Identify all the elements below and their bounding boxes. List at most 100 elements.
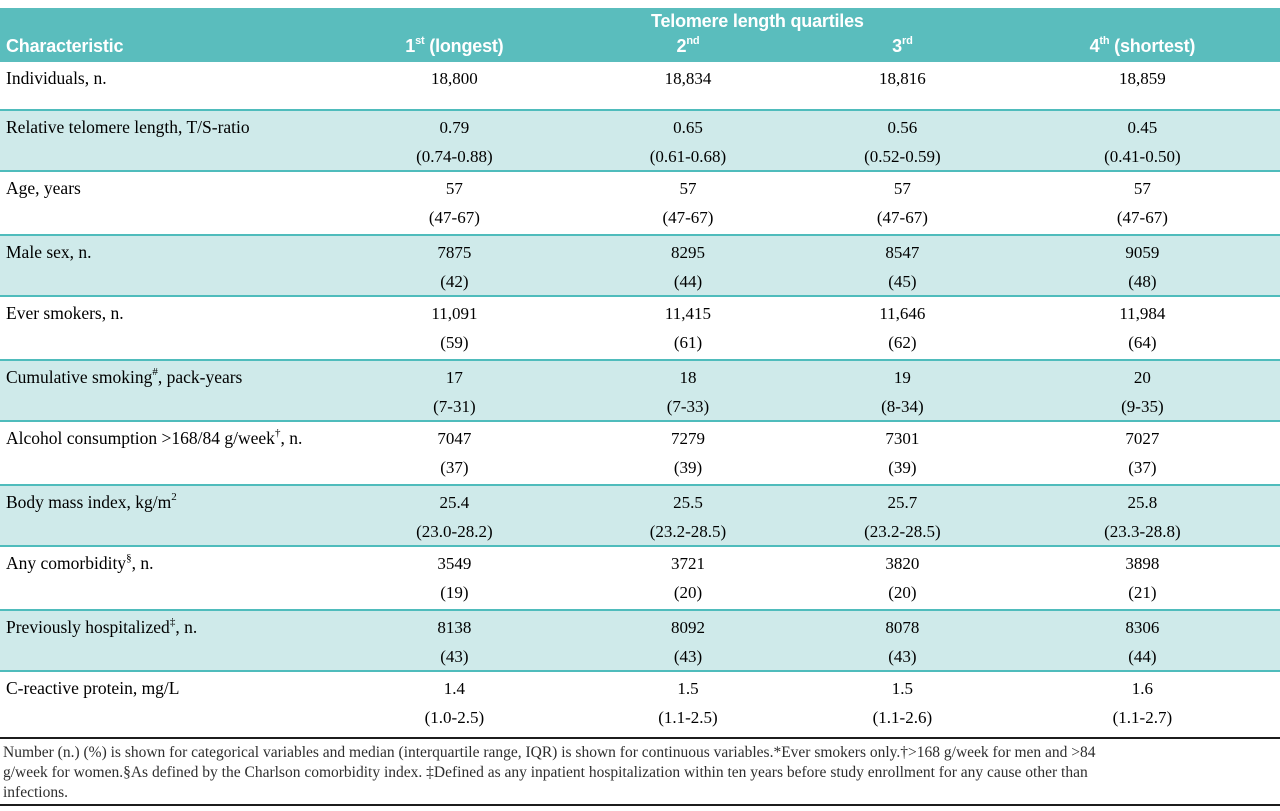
value-iqr: (23.2-28.5) (649, 522, 727, 541)
value-iqr: (47-67) (428, 207, 480, 227)
value-main: 3549 (437, 553, 472, 573)
value-main: 57 (1133, 178, 1151, 198)
value-cell-q2: 8295 (44) (576, 236, 800, 295)
value-main: 8547 (885, 243, 920, 262)
value-main: 8078 (885, 618, 920, 637)
value-main: 20 (1133, 368, 1151, 387)
characteristic-label: Body mass index, kg/m (6, 492, 172, 512)
value-cell-q4: 9059 (48) (1005, 236, 1280, 295)
value-cell-q4: 20 (9-35) (1005, 361, 1280, 420)
value-main: 1.5 (891, 678, 913, 698)
characteristic-cell: Relative telomere length, T/S-ratio (0, 111, 333, 170)
value-cell-q3: 18,816 (800, 62, 1005, 109)
characteristic-label-suffix: , pack-years (157, 367, 243, 387)
value-cell-q1: 8138 (43) (333, 611, 576, 670)
characteristic-cell: Previously hospitalized‡, n. (0, 611, 333, 670)
table-row: Alcohol consumption >168/84 g/week†, n. … (0, 421, 1280, 485)
table-row: C-reactive protein, mg/L 1.4 (1.0-2.5) 1… (0, 671, 1280, 735)
value-iqr: (20) (888, 582, 917, 602)
value-cell-q1: 7875 (42) (333, 236, 576, 295)
value-iqr: (47-67) (876, 207, 928, 227)
characteristic-cell: Cumulative smoking#, pack-years (0, 361, 333, 420)
value-main: 18,834 (664, 69, 712, 88)
value-main: 18,859 (1119, 69, 1166, 88)
value-iqr: (42) (440, 272, 469, 291)
characteristic-label: Ever smokers, n. (6, 302, 124, 323)
value-main: 57 (445, 178, 463, 198)
value-iqr: (19) (440, 582, 469, 602)
value-iqr: (48) (1128, 272, 1157, 291)
column-header-q1: 1st (longest) (405, 35, 504, 57)
table-row: Any comorbidity§, n. 3549 (19) 3721 (20)… (0, 546, 1280, 610)
value-cell-q4: 1.6 (1.1-2.7) (1005, 672, 1280, 735)
ordinal-suffix: nd (686, 35, 700, 47)
footnote-marker: # (152, 366, 158, 379)
value-main: 1.4 (443, 678, 466, 698)
table-row: Relative telomere length, T/S-ratio 0.79… (0, 109, 1280, 172)
value-iqr: (23.0-28.2) (416, 522, 493, 541)
table-row: Individuals, n. 18,800 18,834 18,816 18,… (0, 62, 1280, 109)
value-iqr: (8-34) (881, 397, 924, 416)
value-iqr: (43) (888, 647, 917, 666)
characteristic-label: Male sex, n. (6, 242, 92, 262)
value-iqr: (37) (1128, 457, 1157, 477)
value-iqr: (23.2-28.5) (864, 522, 941, 541)
value-main: 25.4 (439, 493, 470, 512)
value-cell-q1: 57 (47-67) (333, 172, 576, 235)
value-cell-q4: 11,984 (64) (1005, 297, 1280, 360)
ordinal-suffix: st (415, 35, 425, 47)
footnote-marker: 2 (171, 491, 177, 504)
value-main: 3721 (670, 553, 705, 573)
group-title-text: Telomere length quartiles (651, 11, 864, 31)
value-cell-q4: 3898 (21) (1005, 547, 1280, 610)
table-header: Telomere length quartiles Characteristic… (0, 8, 1280, 62)
characteristic-label: Relative telomere length, T/S-ratio (6, 117, 250, 137)
value-main: 18 (679, 368, 697, 387)
value-iqr: (39) (673, 457, 703, 477)
value-cell-q4: 7027 (37) (1005, 422, 1280, 485)
characteristic-label: Any comorbidity (6, 552, 127, 573)
group-header-telomere-quartiles: Telomere length quartiles (651, 11, 864, 32)
value-iqr: (21) (1128, 582, 1157, 602)
characteristic-cell: Male sex, n. (0, 236, 333, 295)
value-cell-q3: 0.56 (0.52-0.59) (800, 111, 1005, 170)
value-iqr: (1.1-2.6) (872, 707, 933, 727)
value-iqr: (7-33) (666, 397, 710, 416)
value-iqr: (23.3-28.8) (1104, 522, 1181, 541)
value-main: 19 (893, 368, 911, 387)
ordinal-suffix: th (1099, 35, 1110, 47)
value-iqr: (44) (673, 272, 703, 291)
value-cell-q2: 1.5 (1.1-2.5) (576, 672, 800, 735)
value-iqr: (0.52-0.59) (864, 147, 941, 166)
value-main: 18,816 (879, 69, 926, 88)
value-cell-q2: 8092 (43) (576, 611, 800, 670)
value-cell-q1: 18,800 (333, 62, 576, 109)
value-iqr: (62) (888, 332, 917, 352)
value-main: 17 (445, 368, 463, 387)
value-main: 1.6 (1131, 678, 1153, 698)
ordinal-suffix: rd (901, 35, 913, 47)
value-iqr: (20) (673, 582, 703, 602)
value-main: 3898 (1125, 553, 1160, 573)
table-row: Cumulative smoking#, pack-years 17 (7-31… (0, 359, 1280, 422)
value-cell-q1: 7047 (37) (333, 422, 576, 485)
value-main: 0.45 (1127, 118, 1158, 137)
table-row: Male sex, n. 7875 (42) 8295 (44) 8547 (4… (0, 234, 1280, 297)
table-row: Age, years 57 (47-67) 57 (47-67) 57 (47-… (0, 171, 1280, 235)
footnote-marker: ‡ (169, 616, 176, 629)
value-main: 3820 (885, 553, 920, 573)
value-cell-q3: 7301 (39) (800, 422, 1005, 485)
value-main: 9059 (1125, 243, 1160, 262)
value-main: 8306 (1125, 618, 1160, 637)
value-cell-q4: 0.45 (0.41-0.50) (1005, 111, 1280, 170)
footnote-line-2: g/week for women.§As defined by the Char… (3, 764, 1088, 781)
value-main: 25.8 (1127, 493, 1158, 512)
table-row: Previously hospitalized‡, n. 8138 (43) 8… (0, 609, 1280, 672)
value-iqr: (0.41-0.50) (1104, 147, 1181, 166)
characteristic-cell: Body mass index, kg/m2 (0, 486, 333, 545)
value-cell-q3: 11,646 (62) (800, 297, 1005, 360)
value-main: 25.7 (887, 493, 918, 512)
value-iqr: (44) (1128, 647, 1157, 666)
value-iqr: (37) (440, 457, 469, 477)
